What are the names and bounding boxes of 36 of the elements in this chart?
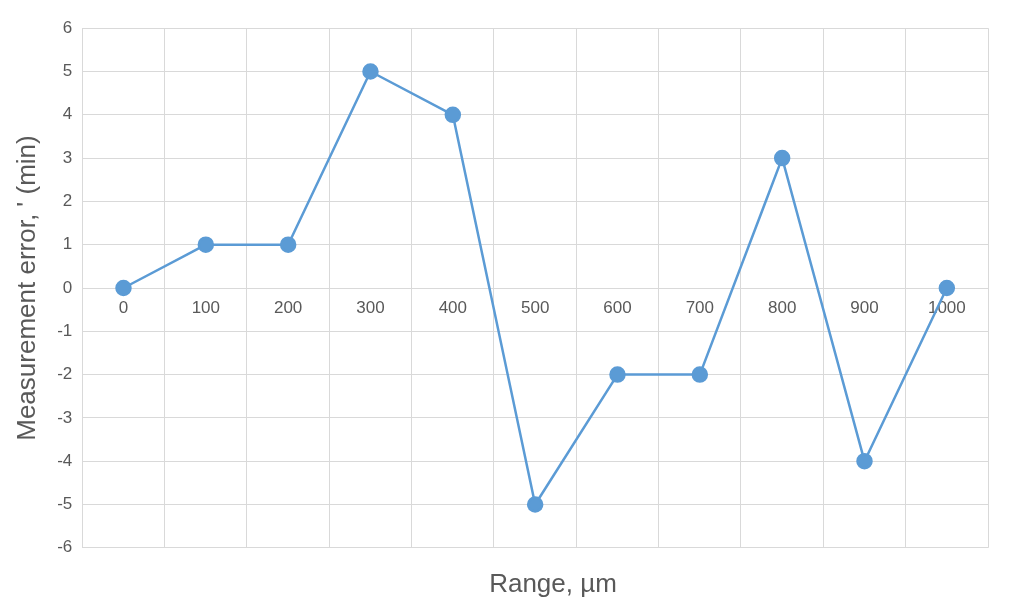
y-tick-label: -5 [57, 494, 73, 514]
y-tick-label: 3 [62, 147, 73, 167]
x-axis-title: Range, µm [488, 568, 618, 599]
x-tick-label: 600 [603, 297, 632, 317]
x-tick-label: 400 [438, 297, 468, 317]
y-tick-label: -4 [57, 450, 73, 470]
y-tick-label: -2 [57, 364, 73, 384]
point [691, 366, 709, 383]
y-tick-label: -1 [57, 320, 73, 340]
point [115, 279, 132, 297]
y-tick-label: 1 [62, 234, 73, 254]
point [609, 366, 626, 383]
y-tick-label: 4 [62, 104, 73, 124]
point [773, 149, 791, 167]
x-tick-label: 700 [685, 297, 715, 317]
x-tick-label: 800 [767, 297, 797, 317]
x-tick-label: 200 [273, 297, 303, 317]
y-tick-label: -3 [57, 407, 73, 427]
point [856, 452, 873, 470]
y-tick-label: 5 [62, 61, 73, 81]
x-tick-label: 0 [118, 297, 129, 317]
y-axis-title: Measurement error, ' (min) [10, 135, 41, 441]
point [444, 106, 462, 124]
point [362, 63, 379, 80]
y-tick-label: -6 [57, 537, 73, 557]
point [197, 236, 215, 253]
y-tick-label: 6 [62, 17, 73, 37]
x-tick-label: 100 [191, 297, 221, 317]
x-tick-label: 300 [356, 297, 385, 317]
point [526, 496, 544, 513]
y-tick-label: 2 [62, 191, 73, 211]
y-tick-label: 0 [62, 277, 73, 297]
x-tick-label: 500 [520, 297, 550, 317]
point [938, 279, 956, 297]
point [279, 236, 297, 253]
x-tick-label: 900 [850, 297, 879, 317]
